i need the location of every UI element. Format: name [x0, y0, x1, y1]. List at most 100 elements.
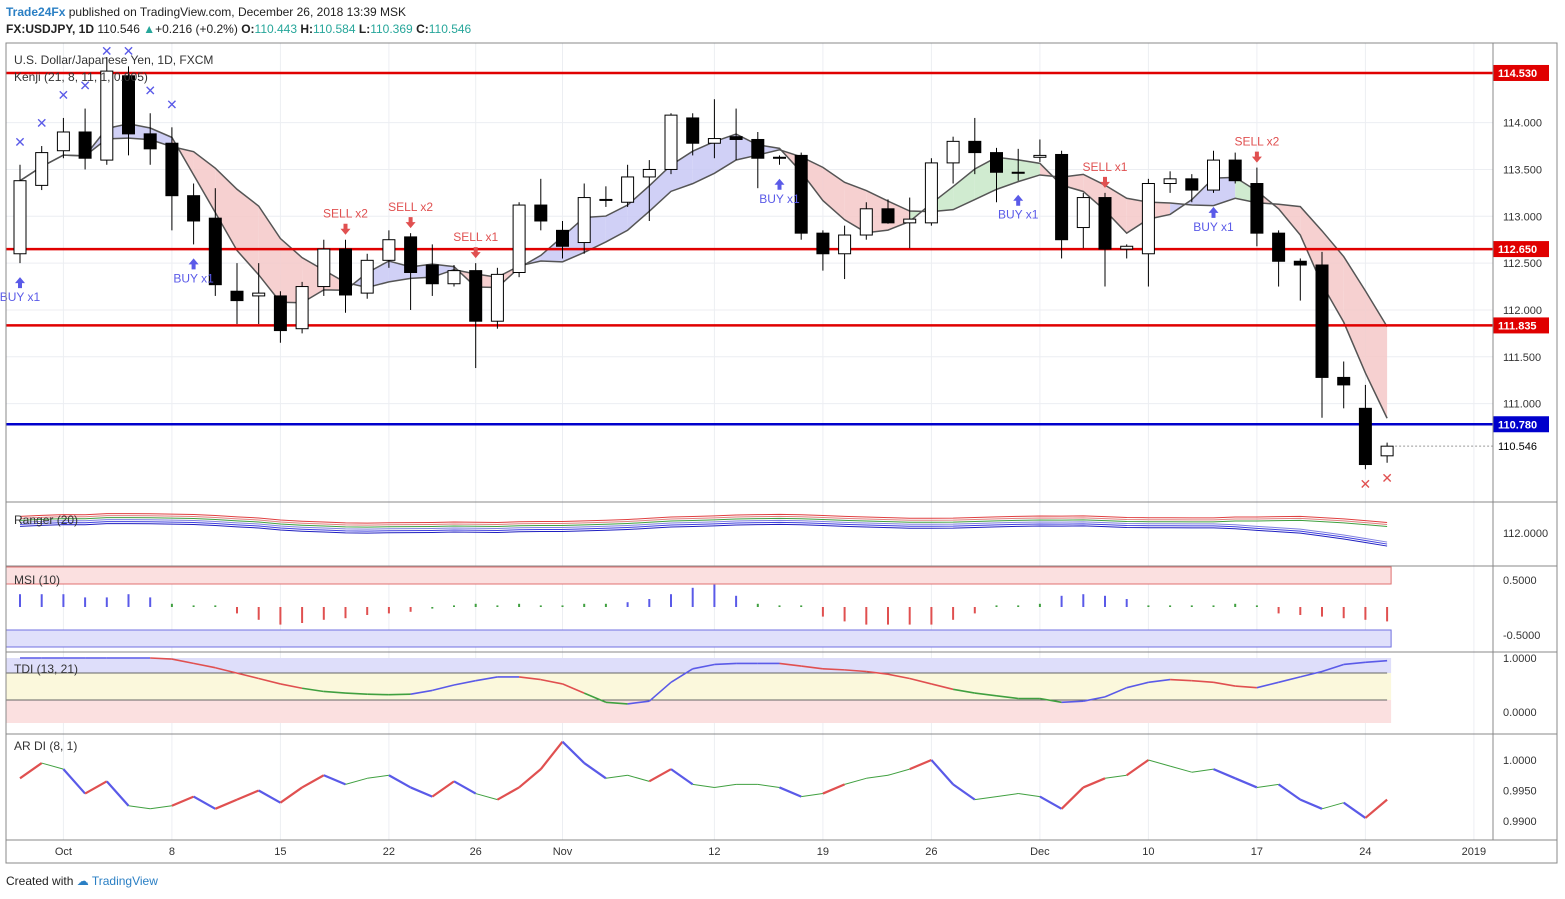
tdi-segment — [258, 677, 281, 685]
candle-body — [903, 218, 917, 224]
sell-signal-label: SELL x1 — [453, 230, 498, 244]
ardi-segment — [801, 793, 823, 798]
buy-arrow-icon — [15, 277, 25, 289]
ardi-segment — [410, 786, 433, 798]
publisher-name[interactable]: Trade24Fx — [6, 5, 66, 19]
ardi-segment — [496, 786, 520, 801]
candle-body — [816, 232, 830, 255]
candle-body — [273, 295, 287, 332]
ranger-band — [19, 521, 1388, 545]
tdi-segment — [605, 701, 628, 705]
sell-arrow-icon — [1251, 151, 1262, 163]
x-mark-icon: ✕ — [144, 82, 156, 98]
sell-arrow-icon — [470, 247, 481, 259]
x-mark-icon: ✕ — [58, 87, 70, 103]
ardi-segment — [1256, 783, 1279, 788]
created-with-text: Created with — [6, 874, 74, 888]
price-tick-label: 113.500 — [1503, 164, 1542, 176]
chart-title: U.S. Dollar/Japanese Yen, 1D, FXCM — [14, 53, 213, 67]
ardi-segment — [171, 795, 195, 807]
tdi-segment — [236, 672, 259, 680]
candle-body — [859, 208, 873, 236]
footer: Created with ☁ TradingView — [6, 874, 158, 888]
x-mark-icon: ✕ — [79, 78, 91, 94]
tradingview-brand[interactable]: TradingView — [91, 874, 158, 888]
candle-body — [447, 270, 461, 285]
kenji-cloud-segment — [714, 134, 737, 174]
candle-body — [1076, 197, 1090, 229]
ardi-label: AR DI (8, 1) — [14, 739, 77, 753]
x-tick-label: 2019 — [1462, 846, 1486, 858]
tdi-segment — [801, 665, 823, 670]
ardi-segment — [1213, 768, 1236, 780]
candle-body — [1011, 171, 1025, 174]
candle-body — [230, 290, 244, 302]
sell-signal-label: SELL x2 — [323, 207, 368, 221]
ardi-segment — [692, 783, 715, 788]
candle-body — [1358, 407, 1372, 466]
ardi-segment — [367, 774, 389, 779]
x-tick-label: Nov — [553, 846, 573, 858]
candle-body — [1293, 260, 1307, 266]
tdi-segment — [540, 678, 563, 685]
ardi-segment — [952, 783, 976, 801]
tdi-segment — [1104, 686, 1128, 698]
ranger-band — [19, 515, 1388, 526]
tdi-segment — [1235, 685, 1257, 689]
ardi-segment — [105, 780, 130, 807]
tdi-segment — [410, 689, 433, 695]
candle-body — [1250, 183, 1264, 234]
ardi-segment — [1364, 798, 1388, 819]
ardi-segment — [1148, 759, 1171, 767]
tdi-segment — [323, 690, 346, 694]
ardi-segment — [258, 789, 281, 804]
candle-body — [946, 140, 960, 164]
kenji-fast-line — [19, 123, 1388, 419]
level-tag — [1493, 64, 1549, 81]
ardi-segment — [866, 774, 889, 779]
ardi-segment — [431, 780, 455, 798]
candle-body — [1033, 154, 1047, 158]
candle-body — [556, 229, 569, 247]
tdi-segment — [844, 669, 867, 673]
published-text: published on TradingView.com, December 2… — [68, 5, 407, 19]
tdi-segment — [171, 658, 194, 665]
candle-body — [1185, 178, 1199, 191]
level-tag — [1493, 317, 1549, 334]
x-mark-icon: ✕ — [14, 134, 26, 150]
tdi-tick-label: 0.0000 — [1503, 707, 1537, 719]
candle-body — [187, 195, 201, 222]
candle-body — [751, 138, 765, 159]
tdi-segment — [1365, 659, 1388, 664]
kenji-cloud-segment — [237, 189, 259, 275]
price-change: +0.216 (+0.2%) — [155, 22, 238, 36]
tradingview-logo-icon: ☁ — [76, 874, 89, 888]
candle-body — [794, 154, 808, 234]
tdi-segment — [952, 688, 975, 694]
sell-arrow-icon — [1100, 176, 1110, 188]
ardi-segment — [909, 758, 932, 771]
ardi-segment — [627, 774, 650, 782]
candle-body — [1337, 376, 1351, 386]
kenji-cloud-segment — [649, 165, 671, 212]
level-label: 114.530 — [1498, 68, 1537, 80]
ranger-tick-label: 112.0000 — [1503, 528, 1548, 540]
candle-body — [382, 239, 396, 261]
ardi-segment — [475, 793, 498, 801]
ardi-segment — [539, 741, 564, 770]
sell-signal-label: SELL x1 — [1083, 160, 1128, 174]
ranger-band — [19, 513, 1388, 524]
candle-body — [78, 131, 92, 159]
candle-body — [1098, 197, 1112, 250]
ardi-segment — [128, 805, 151, 810]
x-tick-label: 10 — [1142, 846, 1154, 858]
msi-lower-zone — [5, 629, 1392, 648]
indicator-panels: Ranger (20) MSI (10) TDI (13, 21) AR DI (8,… — [5, 513, 1392, 819]
candle-body — [707, 138, 721, 144]
ardi-segment — [930, 759, 954, 786]
tdi-segment — [887, 673, 910, 680]
ardi-segment — [822, 783, 846, 795]
tdi-segment — [692, 663, 715, 670]
ardi-segment — [887, 768, 910, 776]
